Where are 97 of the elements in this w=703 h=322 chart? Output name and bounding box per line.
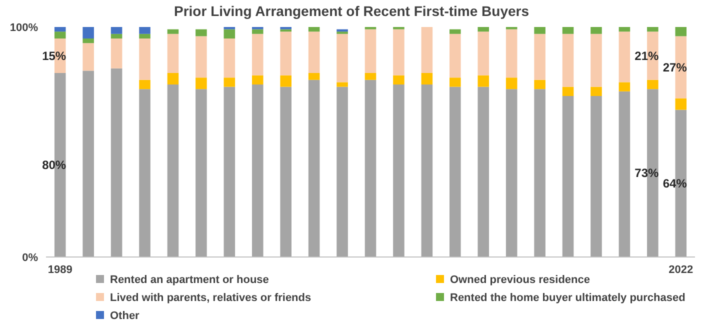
bar	[618, 27, 630, 32]
bar	[364, 80, 376, 257]
legend-label: Rented an apartment or house	[110, 274, 269, 286]
bar	[139, 38, 150, 80]
data-label: 64%	[662, 176, 688, 190]
bar	[421, 73, 433, 84]
bar	[450, 86, 461, 257]
bar	[110, 27, 122, 34]
bar	[54, 32, 66, 38]
data-label: 80%	[42, 158, 66, 172]
bar	[336, 86, 348, 257]
bar	[280, 75, 292, 87]
bar	[308, 80, 320, 257]
bar	[506, 29, 518, 78]
bar	[224, 78, 236, 87]
bar	[252, 34, 264, 76]
legend-label: Rented the home buyer ultimately purchased	[450, 292, 686, 304]
bar	[110, 68, 122, 257]
bar	[534, 89, 546, 257]
bar	[450, 78, 461, 87]
bar	[647, 27, 658, 32]
bar	[196, 29, 207, 36]
bar	[139, 89, 150, 257]
data-label: 15%	[42, 48, 66, 63]
bar	[506, 78, 518, 90]
bar	[618, 82, 630, 92]
bar	[450, 34, 461, 78]
bar	[167, 84, 179, 257]
legend-label: Owned previous residence	[450, 274, 590, 286]
bar	[364, 73, 376, 80]
bar	[252, 75, 264, 84]
bar	[139, 34, 150, 38]
data-label: 21%	[634, 48, 660, 63]
bar	[224, 38, 236, 78]
bar	[393, 29, 404, 76]
bar	[478, 75, 490, 87]
bar	[82, 27, 94, 38]
bar	[82, 38, 94, 44]
chart-title: Prior Living Arrangement of Recent First-time Buyers	[174, 3, 530, 19]
bar	[506, 89, 518, 257]
bar	[590, 86, 602, 96]
bar	[562, 86, 574, 96]
bar	[562, 96, 574, 257]
bar	[280, 86, 292, 257]
bar	[336, 34, 348, 82]
bar	[280, 32, 292, 76]
bar	[421, 27, 433, 73]
legend-label: Lived with parents, relatives or friends	[110, 292, 312, 304]
bar	[82, 43, 94, 71]
bar	[590, 27, 602, 34]
bar	[450, 29, 461, 34]
bar	[393, 84, 404, 257]
bar	[167, 29, 179, 34]
bar	[562, 34, 574, 87]
bar	[224, 86, 236, 257]
bar	[139, 80, 150, 90]
bar	[82, 70, 94, 257]
bar	[196, 36, 207, 78]
bar	[167, 34, 179, 73]
bar	[252, 84, 264, 257]
bar	[675, 98, 687, 110]
bar	[562, 27, 574, 34]
data-label: 27%	[662, 60, 688, 74]
bar	[590, 34, 602, 87]
bar	[139, 27, 150, 34]
bar	[590, 96, 602, 257]
bar	[364, 29, 376, 73]
legend-label: Other	[110, 310, 140, 322]
bar	[534, 27, 546, 34]
bar	[308, 27, 320, 32]
y-tick-label: 100%	[10, 22, 38, 34]
bar	[478, 32, 490, 76]
bar	[393, 75, 404, 84]
bar	[336, 82, 348, 87]
bar	[647, 80, 658, 90]
bar	[618, 91, 630, 257]
bar	[54, 27, 66, 32]
bar	[224, 29, 236, 38]
bar	[252, 29, 264, 34]
x-tick-label: 1989	[48, 264, 72, 276]
bar	[196, 78, 207, 90]
bar	[308, 73, 320, 80]
bar	[308, 32, 320, 73]
bar	[196, 89, 207, 257]
data-label: 73%	[634, 166, 660, 180]
bar	[478, 27, 490, 32]
bar	[167, 73, 179, 84]
x-tick-label: 2022	[668, 264, 694, 276]
bar	[534, 34, 546, 80]
bar	[110, 34, 122, 38]
bar	[675, 27, 687, 36]
bar	[110, 38, 122, 68]
y-tick-label: 0%	[22, 252, 38, 264]
bar	[421, 84, 433, 257]
bar	[534, 80, 546, 90]
bar	[618, 32, 630, 82]
bar	[478, 86, 490, 257]
